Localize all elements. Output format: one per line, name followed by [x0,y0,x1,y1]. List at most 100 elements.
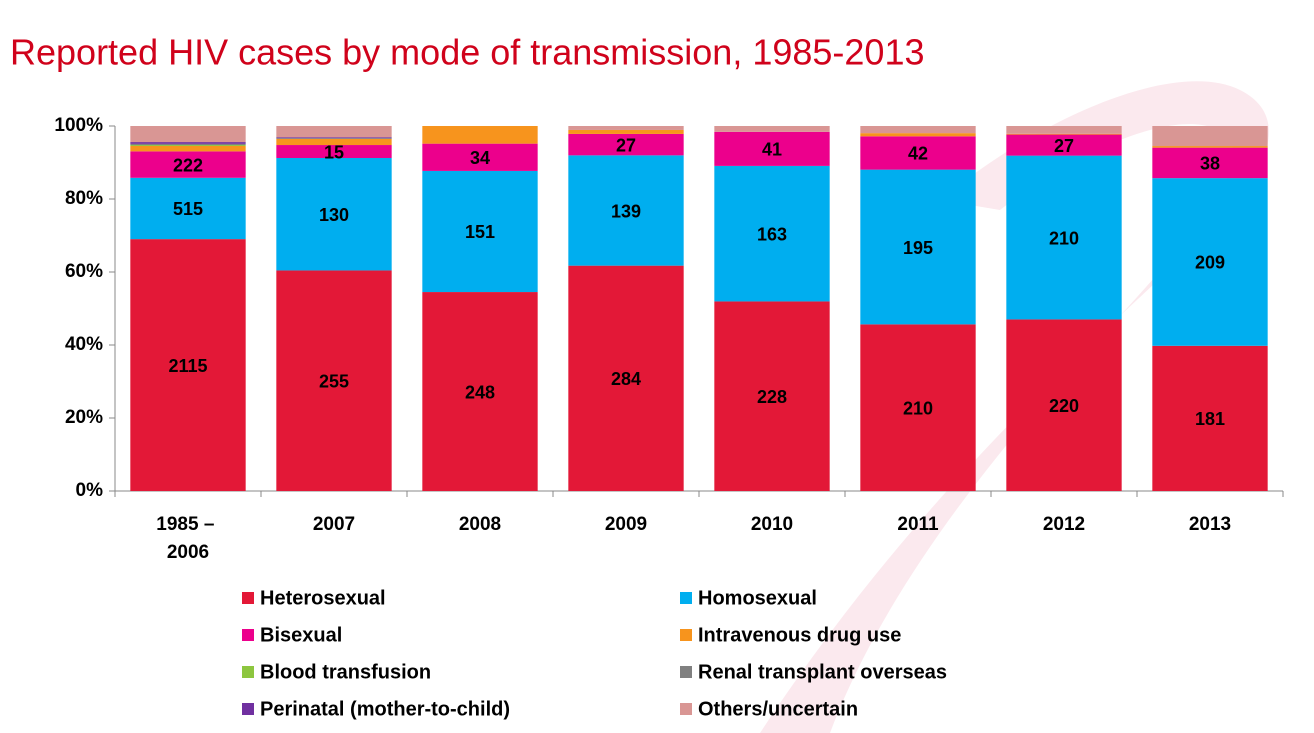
bar-segment [276,138,392,146]
bar-segment [276,270,392,491]
data-label: 515 [173,199,203,219]
legend-swatch [680,629,692,641]
bar-segment [276,145,392,159]
data-label: 181 [1195,409,1225,429]
data-label: 228 [757,387,787,407]
bar-segment [860,136,976,170]
y-tick-label: 20% [65,407,103,428]
data-label: 139 [611,201,641,221]
x-tick-label: 2013 [1189,514,1231,535]
bar-segment [130,142,246,144]
bar-segment [714,165,830,302]
bar-segment [130,145,246,147]
bar-segment [422,170,538,293]
bar-segment [130,151,246,178]
bar-segment [422,292,538,491]
bar-segment [276,138,392,139]
x-tick-label: 2011 [897,514,939,535]
bar-segment [422,126,538,144]
x-tick-label: 2009 [605,514,647,535]
legend-swatch [680,592,692,604]
legend-swatch [242,666,254,678]
bar-segment [130,239,246,491]
bar-segment [860,133,976,137]
y-tick-label: 80% [65,188,103,209]
data-label: 210 [903,398,933,418]
y-tick-label: 60% [65,261,103,282]
y-tick-label: 0% [76,480,104,501]
bar-segment [568,129,684,134]
bar-segment [1006,134,1122,156]
legend-swatch [242,703,254,715]
bar-segment [860,169,976,325]
x-tick-label: 2012 [1043,514,1085,535]
bar-segment [276,158,392,271]
data-label: 284 [611,369,641,389]
data-label: 41 [762,140,782,160]
data-label: 2115 [168,356,207,376]
bar-segment [860,126,976,134]
data-label: 220 [1049,396,1079,416]
legend-label: Heterosexual [260,587,386,609]
data-label: 163 [757,224,787,244]
data-label: 34 [470,148,490,168]
bar-segment [130,126,246,143]
legend-label: Bisexual [260,624,342,646]
bar-segment [714,131,830,166]
legend-swatch [680,666,692,678]
ribbon-decoration [760,81,1269,733]
data-label: 27 [1054,136,1074,156]
bar-segment [422,143,538,171]
legend-label: Blood transfusion [260,661,431,683]
x-tick-label: 1985 – 2006 [156,514,219,563]
data-label: 222 [173,155,203,175]
data-label: 248 [465,382,495,402]
legend-swatch [680,703,692,715]
bar-segment [1152,345,1268,491]
bar-segment [130,177,246,240]
bar-segment [130,143,246,146]
bar-segment [714,126,830,132]
legend-swatch [242,592,254,604]
bar-segment [276,126,392,138]
legend-label: Others/uncertain [698,698,858,720]
bar-segment [1006,319,1122,491]
bar-segment [1152,147,1268,179]
bar-segment [1006,155,1122,320]
bar-segment [130,146,246,152]
bar-segment [1152,146,1268,148]
data-label: 195 [903,238,933,258]
data-label: 209 [1195,253,1225,273]
x-tick-label: 2010 [751,514,793,535]
bar-segment [1152,178,1268,346]
y-tick-label: 40% [65,334,103,355]
data-label: 130 [319,205,349,225]
legend-label: Homosexual [698,587,817,609]
legend-label: Intravenous drug use [698,624,901,646]
bar-segment [568,265,684,491]
data-label: 255 [319,371,349,391]
bar-segment [1006,126,1122,134]
y-tick-label: 100% [54,115,103,136]
data-label: 42 [908,144,928,164]
data-label: 210 [1049,228,1079,248]
x-tick-label: 2007 [313,514,355,535]
data-label: 38 [1200,154,1220,174]
x-tick-label: 2008 [459,514,501,535]
bar-segment [568,155,684,266]
chart-title: Reported HIV cases by mode of transmissi… [10,32,924,73]
legend-label: Perinatal (mother-to-child) [260,698,510,720]
bar-segment [276,137,392,139]
bar-segment [568,133,684,156]
bar-segment [1152,126,1268,147]
bar-segment [1006,133,1122,135]
legend-label: Renal transplant overseas [698,661,947,683]
bar-segment [568,126,684,130]
data-label: 15 [324,142,344,162]
legend-swatch [242,629,254,641]
bar-segment [714,301,830,491]
data-label: 151 [465,222,495,242]
data-label: 27 [616,135,636,155]
